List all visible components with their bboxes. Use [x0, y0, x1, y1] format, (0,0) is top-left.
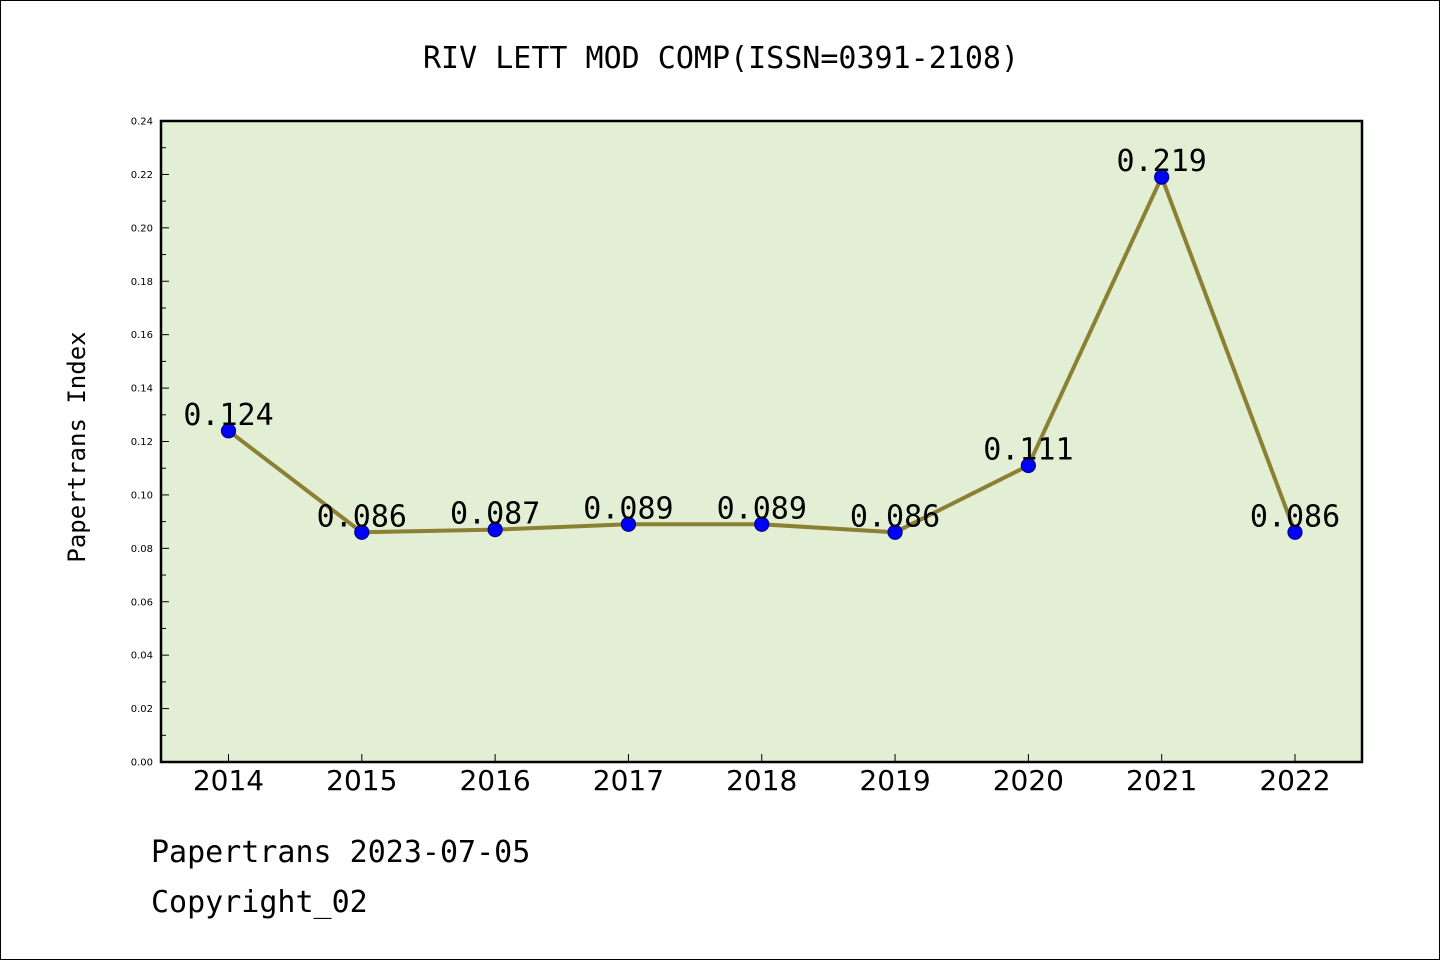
- x-tick-label: 2016: [459, 764, 530, 797]
- x-tick-label: 2017: [593, 764, 664, 797]
- x-axis: 2014 2015 2016 2017 2018 2019 2020 2021 2022: [193, 754, 1331, 797]
- data-label: 0.219: [1117, 144, 1207, 179]
- data-point: [887, 524, 903, 540]
- data-point: [620, 516, 637, 532]
- data-point: [1287, 524, 1303, 540]
- y-tick-label: 0.04: [131, 651, 153, 662]
- x-tick-label: 2018: [726, 764, 797, 797]
- plot-area: [161, 121, 1362, 762]
- footer-copyright: Copyright_02: [151, 885, 368, 920]
- data-point: [487, 522, 503, 538]
- y-tick-label: 0.18: [131, 277, 153, 288]
- y-axis: 0.00 0.02 0.04 0.06 0.08 0.10 0.12 0.14 0.16 0.18…: [131, 117, 169, 769]
- y-tick-label: 0.02: [131, 704, 153, 715]
- y-tick-label: 0.06: [131, 597, 153, 608]
- data-label: 0.124: [183, 398, 273, 433]
- y-tick-label: 0.22: [131, 170, 153, 181]
- data-label: 0.086: [1250, 499, 1340, 534]
- data-point: [220, 423, 237, 439]
- data-label: 0.089: [583, 491, 673, 526]
- data-label: 0.089: [717, 491, 807, 526]
- y-tick-label: 0.14: [131, 384, 153, 395]
- data-label: 0.087: [450, 497, 540, 532]
- data-point: [354, 524, 370, 540]
- data-point: [754, 516, 770, 532]
- y-tick-label: 0.00: [131, 758, 153, 769]
- x-tick-label: 2022: [1259, 764, 1330, 797]
- y-tick-label: 0.24: [131, 117, 153, 128]
- chart-title: RIV LETT MOD COMP(ISSN=0391-2108): [423, 41, 1019, 76]
- data-point: [1154, 169, 1170, 185]
- y-tick-label: 0.12: [131, 437, 153, 448]
- plot-border: [159, 119, 1364, 764]
- y-tick-label: 0.16: [131, 330, 153, 341]
- x-tick-label: 2021: [1126, 764, 1197, 797]
- y-tick-label: 0.20: [131, 223, 153, 234]
- y-tick-label: 0.10: [131, 490, 153, 501]
- y-tick-label: 0.08: [131, 544, 153, 555]
- x-tick-label: 2019: [859, 764, 930, 797]
- data-point: [1020, 457, 1036, 474]
- data-label: 0.111: [983, 433, 1073, 468]
- data-label: 0.086: [317, 499, 407, 534]
- x-tick-label: 2015: [326, 764, 397, 797]
- y-axis-label: Papertrans Index: [63, 331, 91, 562]
- series: 0.124 0.086 0.087 0.089 0.089 0.086 0.111 0.219…: [183, 144, 1340, 540]
- footer-date-line: Papertrans 2023-07-05: [151, 835, 531, 870]
- data-label: 0.086: [850, 499, 940, 534]
- x-tick-label: 2014: [193, 764, 264, 797]
- x-tick-label: 2020: [993, 764, 1064, 797]
